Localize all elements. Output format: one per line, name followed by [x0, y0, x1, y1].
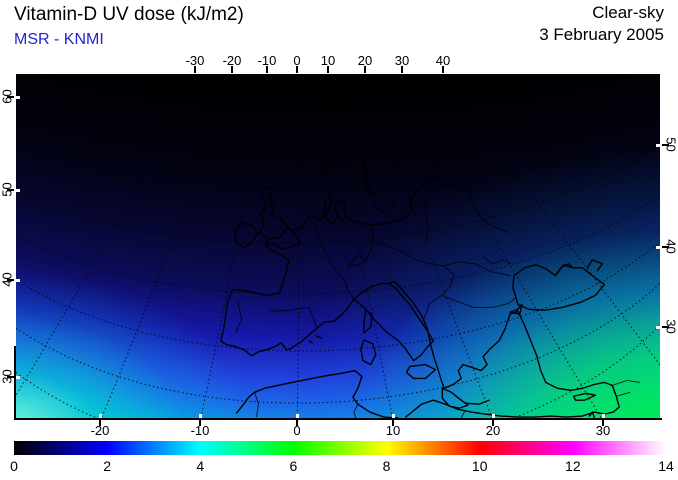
top-axis-tick--20: [231, 66, 233, 73]
figure-title: Vitamin-D UV dose (kJ/m2): [14, 4, 244, 25]
top-axis-label--20: -20: [222, 53, 242, 68]
left-axis-inner-tick-40: [16, 279, 20, 282]
bottom-axis-inner-tick-0: [296, 414, 299, 418]
bottom-axis-tick--20: [99, 419, 101, 426]
top-axis-tick--10: [266, 66, 268, 73]
map-frame-left-lower-edge: [14, 346, 16, 420]
bottom-axis-inner-tick-10: [392, 414, 395, 418]
top-axis-tick-30: [401, 66, 403, 73]
bottom-axis-inner-tick--20: [99, 414, 102, 418]
uv-dose-field: [16, 74, 660, 418]
top-axis-label-30: 30: [394, 53, 410, 68]
bottom-axis-label-30: 30: [595, 423, 611, 438]
left-axis-inner-tick-50: [16, 189, 20, 192]
bottom-axis-tick-10: [392, 419, 394, 426]
left-axis-tick-30: [7, 376, 14, 378]
map-overlay-svg: [16, 74, 660, 418]
right-axis-tick-40: [662, 246, 669, 248]
colorbar-label-10: 10: [471, 458, 488, 474]
map-plot-area: [14, 72, 662, 420]
top-axis-label--30: -30: [185, 53, 205, 68]
bottom-axis-label-0: 0: [293, 423, 301, 438]
colorbar-label-12: 12: [565, 458, 581, 474]
top-axis-label-40: 40: [435, 53, 451, 68]
left-axis-tick-50: [7, 189, 14, 191]
bottom-axis-tick-20: [492, 419, 494, 426]
bottom-axis-inner-tick--10: [199, 414, 202, 418]
right-axis-inner-tick-40: [656, 246, 660, 249]
bottom-axis-inner-tick-30: [602, 414, 605, 418]
top-axis-label-0: 0: [293, 53, 301, 68]
condition-label: Clear-sky: [592, 3, 664, 22]
bottom-axis-label--10: -10: [190, 423, 210, 438]
colorbar: [14, 441, 666, 455]
left-axis-inner-tick-60: [16, 96, 20, 99]
right-axis-inner-tick-30: [656, 326, 660, 329]
right-axis-tick-30: [662, 326, 669, 328]
right-axis-inner-tick-50: [656, 144, 660, 147]
colorbar-label-14: 14: [658, 458, 674, 474]
top-axis-label-10: 10: [320, 53, 336, 68]
bottom-axis-label--20: -20: [90, 423, 110, 438]
bottom-axis-tick-0: [296, 419, 298, 426]
bottom-axis-tick--10: [199, 419, 201, 426]
left-axis-inner-tick-30: [16, 376, 20, 379]
colorbar-label-6: 6: [289, 458, 298, 474]
top-axis-tick-40: [442, 66, 444, 73]
colorbar-label-0: 0: [10, 458, 18, 474]
left-axis-tick-60: [7, 96, 14, 98]
graticule-layer: [16, 74, 660, 418]
bottom-axis-label-20: 20: [485, 423, 501, 438]
bottom-axis-tick-30: [602, 419, 604, 426]
bottom-axis-label-10: 10: [385, 423, 401, 438]
right-axis-tick-50: [662, 144, 669, 146]
map-frame-bottom-edge: [14, 418, 662, 420]
top-axis-label-20: 20: [357, 53, 373, 68]
top-axis-tick-10: [327, 66, 329, 73]
date-label: 3 February 2005: [539, 25, 664, 44]
left-axis-tick-40: [7, 279, 14, 281]
top-axis-tick-0: [296, 66, 298, 73]
coastlines-layer: [220, 150, 620, 418]
top-axis-tick-20: [364, 66, 366, 73]
bottom-axis-inner-tick-20: [492, 414, 495, 418]
country-borders-layer: [235, 119, 641, 418]
top-axis-tick--30: [194, 66, 196, 73]
figure-subtitle: MSR - KNMI: [14, 31, 104, 48]
top-axis-label--10: -10: [257, 53, 277, 68]
colorbar-label-2: 2: [103, 458, 112, 474]
colorbar-label-8: 8: [382, 458, 391, 474]
colorbar-label-4: 4: [196, 458, 205, 474]
